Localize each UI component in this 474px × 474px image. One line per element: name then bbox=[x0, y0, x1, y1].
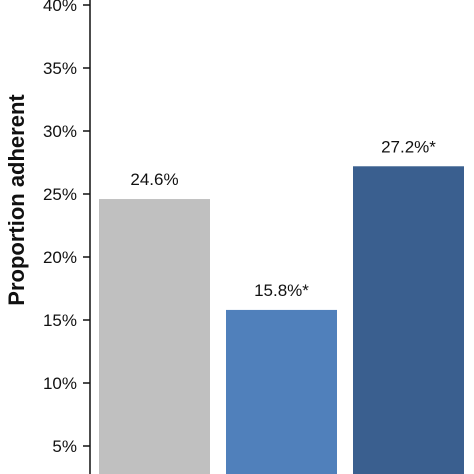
bar-1 bbox=[99, 199, 210, 474]
y-tick-label: 15% bbox=[43, 311, 77, 330]
y-tick-label: 35% bbox=[43, 59, 77, 78]
data-label-1: 24.6% bbox=[130, 170, 178, 189]
data-label-2: 15.8%* bbox=[254, 281, 309, 300]
data-label-3: 27.2%* bbox=[381, 137, 436, 156]
y-tick-label: 25% bbox=[43, 185, 77, 204]
y-tick-label: 40% bbox=[43, 0, 77, 15]
bar-3 bbox=[353, 166, 464, 474]
bar-2 bbox=[226, 309, 337, 474]
y-tick-label: 10% bbox=[43, 374, 77, 393]
y-tick-label: 5% bbox=[52, 437, 77, 456]
y-tick-label: 20% bbox=[43, 248, 77, 267]
y-axis-label: Proportion adherent bbox=[4, 94, 29, 306]
y-tick-label: 30% bbox=[43, 122, 77, 141]
